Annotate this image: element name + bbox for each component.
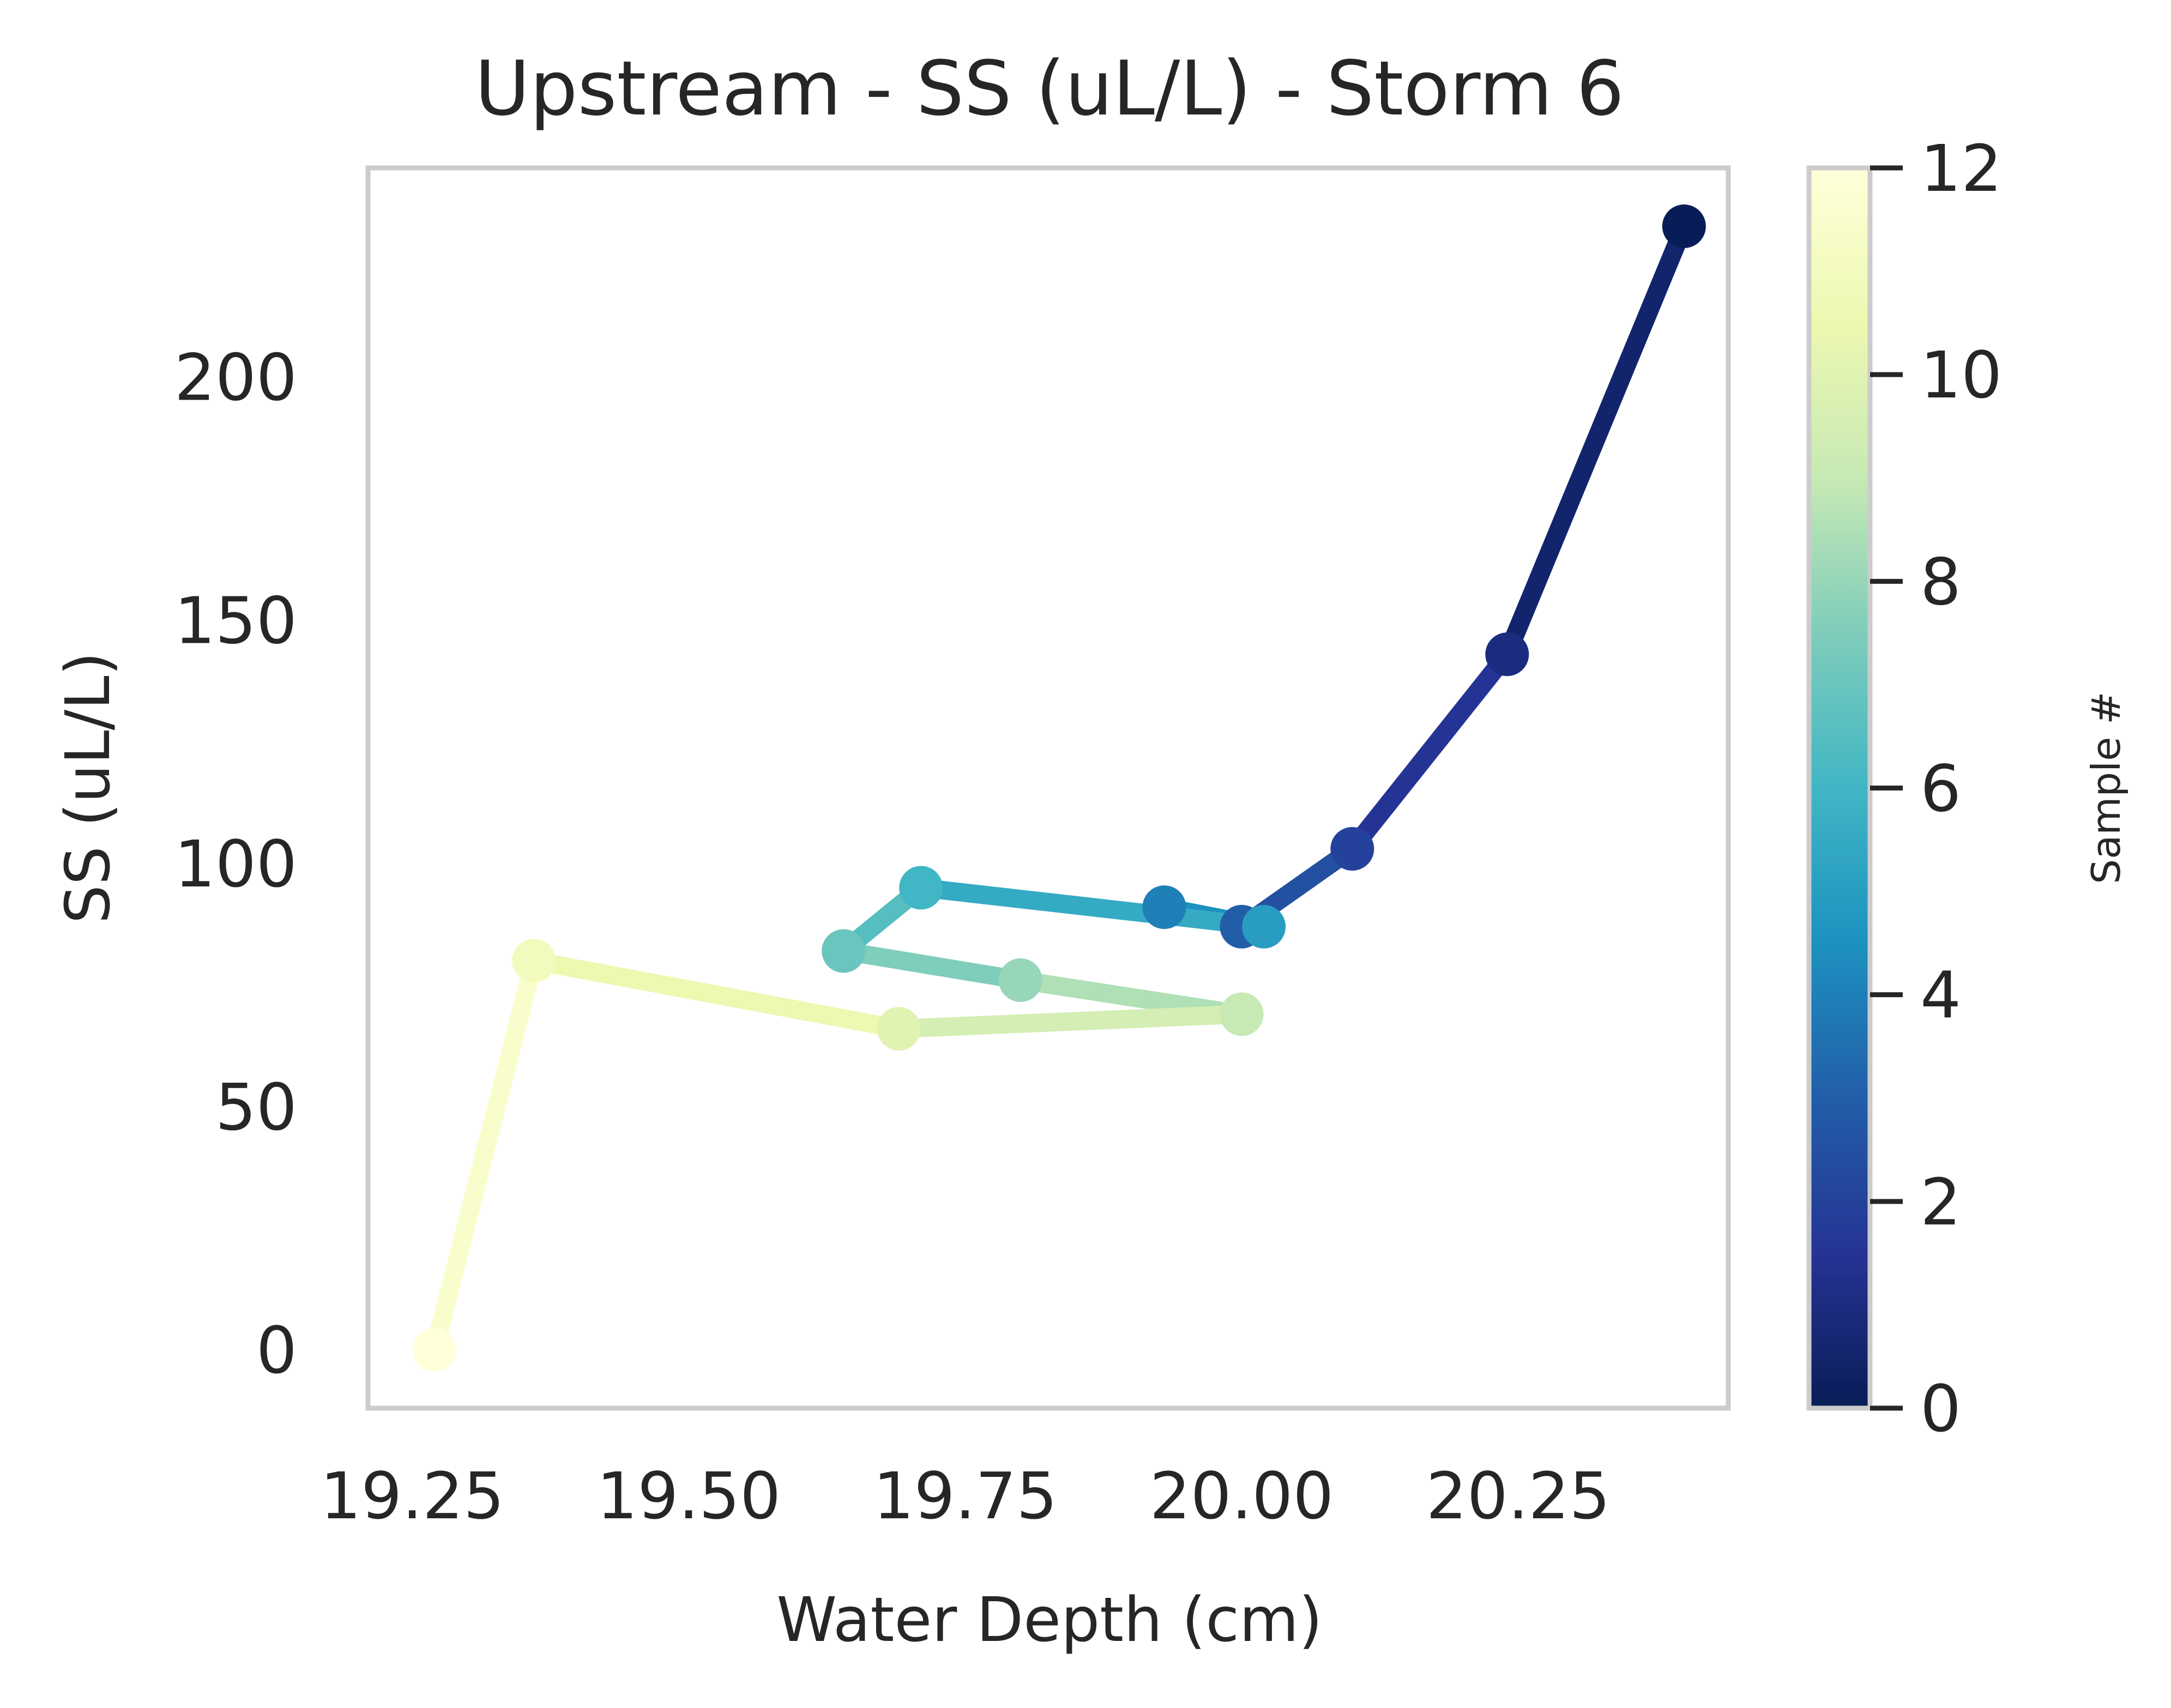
line-segment — [898, 1005, 1243, 1039]
colorbar-tick-label: 8 — [1920, 544, 1961, 619]
line-segment — [920, 878, 1265, 936]
line-segment — [425, 958, 543, 1353]
line-segment — [1498, 222, 1693, 658]
line-segment — [842, 941, 1022, 989]
plot-area: 19.25 19.50 19.75 20.00 20.25 0 50 100 150 200 — [174, 165, 1731, 1534]
colorbar-tick-label: 2 — [1920, 1164, 1961, 1240]
y-tick-label: 200 — [174, 340, 297, 415]
data-point — [412, 1327, 456, 1372]
data-point — [899, 866, 943, 910]
x-tick-label: 20.00 — [1150, 1458, 1334, 1534]
x-tick-label: 19.75 — [873, 1458, 1057, 1534]
y-axis-label: SS (uL/L) — [53, 652, 124, 924]
colorbar-tick-label: 6 — [1920, 751, 1961, 826]
y-tick-label: 0 — [256, 1313, 297, 1388]
x-tick-label: 20.25 — [1426, 1458, 1611, 1534]
data-point — [877, 1007, 921, 1051]
data-point — [1662, 204, 1706, 249]
y-tick-label: 100 — [174, 826, 297, 902]
data-point — [1485, 632, 1529, 677]
colorbar-gradient — [1806, 165, 1873, 1411]
colorbar-tick-label: 0 — [1920, 1371, 1961, 1446]
data-point — [1142, 885, 1186, 930]
y-tick-label: 150 — [174, 583, 297, 659]
x-tick-label: 19.25 — [320, 1458, 504, 1534]
x-axis-label: Water Depth (cm) — [776, 1585, 1323, 1656]
colorbar-tick-label: 12 — [1920, 131, 2002, 206]
colorbar: 0 2 4 6 8 10 12 — [1806, 131, 2002, 1446]
x-tick-label: 19.50 — [596, 1458, 781, 1534]
colorbar-tick-label: 10 — [1920, 337, 2002, 413]
line-segment — [532, 951, 901, 1038]
line-segment — [1345, 648, 1515, 855]
data-point — [512, 939, 556, 983]
chart-title: Upstream - SS (uL/L) - Storm 6 — [475, 45, 1624, 132]
colorbar-tick-label: 4 — [1920, 958, 1961, 1033]
data-point — [1330, 827, 1374, 871]
data-point — [822, 929, 866, 973]
y-tick-label: 50 — [215, 1070, 297, 1145]
data-point — [1242, 904, 1286, 949]
data-point — [1220, 992, 1264, 1036]
plot-frame — [365, 165, 1731, 1411]
data-point — [998, 958, 1042, 1002]
colorbar-label: Sample # — [2083, 691, 2129, 884]
